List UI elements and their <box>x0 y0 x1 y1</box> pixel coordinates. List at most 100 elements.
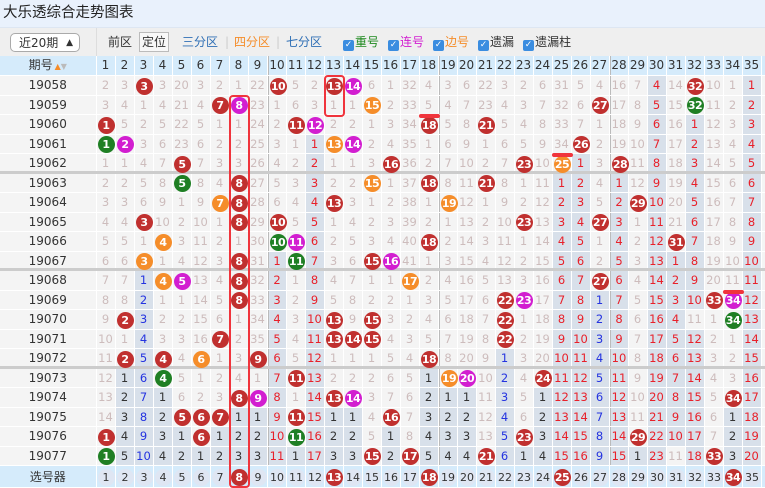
zone4-tab[interactable]: 四分区 <box>234 35 271 49</box>
selector-number-ball[interactable]: 18 <box>420 468 438 486</box>
selector-cell[interactable]: 1 <box>97 466 116 487</box>
selector-cell[interactable]: 19 <box>439 466 458 487</box>
selector-number-ball[interactable]: 21 <box>477 468 495 486</box>
selector-number-ball[interactable]: 1 <box>97 468 115 486</box>
selector-cell[interactable]: 31 <box>667 466 686 487</box>
selector-cell[interactable]: 15 <box>363 466 382 487</box>
selector-number-ball[interactable]: 16 <box>382 468 400 486</box>
selector-cell[interactable]: 28 <box>610 466 629 487</box>
selector-cell[interactable]: 22 <box>496 466 515 487</box>
selector-number-ball[interactable]: 29 <box>629 468 647 486</box>
selector-cell[interactable]: 27 <box>591 466 610 487</box>
selector-cell[interactable]: 18 <box>420 466 439 487</box>
checkbox-checked-icon[interactable]: ✓ <box>388 40 400 51</box>
selector-cell[interactable]: 3 <box>135 466 154 487</box>
selector-cell[interactable]: 14 <box>344 466 363 487</box>
selector-cell[interactable]: 32 <box>686 466 705 487</box>
selector-number-ball[interactable]: 2 <box>116 468 134 486</box>
selector-cell[interactable]: 11 <box>287 466 306 487</box>
selector-cell[interactable]: 13 <box>325 466 344 487</box>
selector-cell[interactable]: 25 <box>553 466 572 487</box>
selector-cell[interactable]: 33 <box>705 466 724 487</box>
selector-number-ball[interactable]: 30 <box>648 468 666 486</box>
number-ball: 27 <box>591 214 609 231</box>
selector-number-ball[interactable]: 31 <box>667 468 685 486</box>
number-cell: 40 <box>401 232 420 251</box>
selector-number-ball[interactable]: 33 <box>705 468 723 486</box>
selector-cell[interactable]: 34 <box>724 466 743 487</box>
checkbox-2[interactable]: ✓ 连号 <box>388 35 424 51</box>
selector-number-ball[interactable]: 32 <box>686 468 704 486</box>
selector-cell[interactable]: 16 <box>382 466 401 487</box>
selector-cell[interactable]: 12 <box>306 466 325 487</box>
number-cell: 2 <box>515 76 534 95</box>
zone3-tab[interactable]: 三分区 <box>182 35 219 49</box>
selector-cell[interactable]: 7 <box>211 466 230 487</box>
zone7-tab[interactable]: 七分区 <box>286 35 323 49</box>
selector-cell[interactable]: 17 <box>401 466 420 487</box>
checkbox-checked-icon[interactable]: ✓ <box>433 40 445 51</box>
checkbox-checked-icon[interactable]: ✓ <box>343 40 354 51</box>
selector-number-ball[interactable]: 35 <box>743 468 761 486</box>
checkbox-5[interactable]: ✓ 遗漏柱 <box>523 35 571 51</box>
selector-cell[interactable]: 10 <box>268 466 287 487</box>
selector-number-ball[interactable]: 27 <box>591 468 609 486</box>
checkbox-checked-icon[interactable]: ✓ <box>478 40 490 51</box>
selector-cell[interactable]: 35 <box>743 466 762 487</box>
selector-number-ball[interactable]: 24 <box>534 468 552 486</box>
selector-cell[interactable]: 29 <box>629 466 648 487</box>
selector-cell[interactable]: 20 <box>458 466 477 487</box>
checkbox-1[interactable]: ✓ 重号 <box>343 35 379 51</box>
selector-cell[interactable]: 9 <box>249 466 268 487</box>
selector-number-ball[interactable]: 23 <box>515 468 533 486</box>
number-cell: 6 <box>572 95 591 114</box>
number-cell: 5 <box>420 329 439 348</box>
position-button[interactable]: 定位 <box>139 32 170 52</box>
selector-number-ball[interactable]: 11 <box>287 468 305 486</box>
selector-number-ball[interactable]: 5 <box>173 468 191 486</box>
selector-number-ball[interactable]: 19 <box>439 468 457 486</box>
selector-cell[interactable]: 26 <box>572 466 591 487</box>
selector-cell[interactable]: 24 <box>534 466 553 487</box>
selector-cell[interactable]: 5 <box>173 466 192 487</box>
selector-cell[interactable]: 30 <box>648 466 667 487</box>
selector-cell[interactable]: 21 <box>477 466 496 487</box>
checkbox-3[interactable]: ✓ 边号 <box>433 35 469 51</box>
number-cell: 5 <box>742 154 762 171</box>
checkbox-4[interactable]: ✓ 遗漏 <box>478 35 514 51</box>
selector-number-ball[interactable]: 14 <box>344 468 362 486</box>
number-cell: 8 <box>609 310 629 329</box>
selector-number-ball[interactable]: 8 <box>230 468 248 486</box>
number-cell: 6 <box>534 76 553 95</box>
selector-number-ball[interactable]: 6 <box>192 468 210 486</box>
selector-number-ball[interactable]: 7 <box>211 468 229 486</box>
selector-cell[interactable]: 23 <box>515 466 534 487</box>
selector-number-ball[interactable]: 22 <box>496 468 514 486</box>
selector-number-ball[interactable]: 10 <box>268 468 286 486</box>
period-select[interactable]: 近20期 ▲ <box>10 33 80 52</box>
selector-number-ball[interactable]: 4 <box>154 468 172 486</box>
number-cell: 9 <box>666 407 686 426</box>
sort-up-down-icon[interactable]: ▲▼ <box>54 62 67 71</box>
checkbox-checked-icon[interactable]: ✓ <box>523 40 535 51</box>
number-cell: 7 <box>571 271 591 290</box>
selector-number-ball[interactable]: 15 <box>363 468 381 486</box>
selector-number-ball[interactable]: 17 <box>401 468 419 486</box>
selector-number-ball[interactable]: 3 <box>135 468 153 486</box>
selector-number-ball[interactable]: 34 <box>724 468 742 486</box>
selector-cell[interactable]: 8 <box>230 466 249 487</box>
number-cell: 1 <box>571 154 591 171</box>
selector-cell[interactable]: 4 <box>154 466 173 487</box>
selector-number-ball[interactable]: 12 <box>306 468 324 486</box>
number-ball: 14 <box>344 136 362 153</box>
number-cell: 4 <box>230 368 249 387</box>
number-cell: 4 <box>457 446 477 465</box>
selector-number-ball[interactable]: 13 <box>325 468 343 486</box>
selector-number-ball[interactable]: 20 <box>458 468 476 486</box>
selector-number-ball[interactable]: 25 <box>553 468 571 486</box>
selector-cell[interactable]: 2 <box>116 466 135 487</box>
selector-cell[interactable]: 6 <box>192 466 211 487</box>
selector-number-ball[interactable]: 26 <box>572 468 590 486</box>
selector-number-ball[interactable]: 28 <box>610 468 628 486</box>
selector-number-ball[interactable]: 9 <box>249 468 267 486</box>
